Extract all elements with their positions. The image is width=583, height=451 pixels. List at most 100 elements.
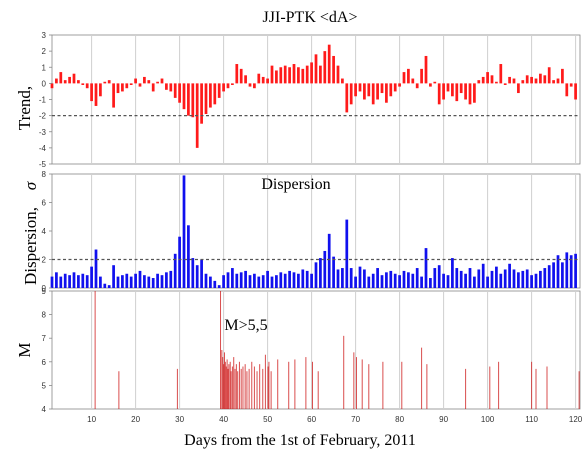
trend-bar (165, 83, 168, 90)
trend-bar (99, 83, 102, 97)
trend-bar (407, 68, 410, 84)
dispersion-bar (94, 249, 98, 288)
dispersion-bar (468, 268, 472, 288)
dispersion-bar (327, 233, 331, 288)
trend-bar (173, 83, 177, 98)
trend-bar (512, 78, 516, 84)
dispersion-bar (239, 272, 243, 288)
dispersion-bar (209, 276, 212, 288)
dispersion-bar (169, 270, 173, 288)
trend-bar (178, 83, 181, 103)
dispersion-bar (398, 275, 401, 288)
trend-bar (385, 83, 388, 103)
dispersion-bar (561, 262, 564, 288)
trend-bar (288, 67, 291, 84)
x-tick-label: 60 (307, 415, 316, 424)
trend-bar (182, 83, 186, 110)
trend-y-tick-label: 1 (42, 63, 47, 72)
trend-bar (244, 75, 247, 84)
dispersion-bar (305, 270, 309, 288)
dispersion-bar (508, 263, 511, 288)
dispersion-y-label-sigma: σ (21, 181, 40, 190)
dispersion-y-ticks: 8 6 4 2 0 (42, 170, 52, 293)
trend-bar (226, 83, 230, 89)
trend-bar (292, 64, 296, 84)
trend-bar (169, 83, 173, 92)
x-axis-label: Days from the 1st of February, 2011 (184, 432, 416, 449)
dispersion-bar (354, 276, 357, 288)
trend-y-tick-label: 2 (42, 47, 47, 56)
dispersion-bar (187, 225, 190, 288)
x-tick-label: 20 (131, 415, 140, 424)
trend-bar (121, 83, 124, 92)
dispersion-bar (503, 269, 507, 288)
dispersion-bar (481, 263, 485, 288)
dispersion-bar (226, 272, 230, 288)
trend-bar (319, 65, 322, 84)
dispersion-bar (477, 269, 481, 288)
trend-bar (72, 73, 76, 84)
dispersion-bar (261, 275, 265, 288)
dispersion-bar (451, 258, 454, 288)
trend-bar (468, 83, 472, 105)
trend-bar (561, 68, 564, 84)
dispersion-bar (222, 275, 225, 288)
trend-bar (363, 83, 366, 100)
x-tick-label: 110 (525, 415, 538, 424)
dispersion-y-label-group: Dispersion, σ (21, 181, 40, 285)
trend-bar (552, 80, 555, 84)
dispersion-bar (77, 275, 80, 288)
trend-bar (547, 67, 551, 84)
dispersion-bar (473, 276, 476, 288)
trend-bars (50, 44, 577, 148)
dispersion-bar (517, 272, 520, 288)
trend-bar (59, 72, 63, 84)
magnitude-y-tick-label: 4 (42, 405, 47, 414)
dispersion-bar (72, 272, 76, 288)
dispersion-bar (81, 273, 85, 288)
trend-bar (446, 83, 450, 92)
dispersion-bar (336, 269, 340, 288)
dispersion-bar (182, 175, 186, 288)
x-tick-label: 70 (351, 415, 360, 424)
dispersion-bar (121, 275, 124, 288)
trend-bar (55, 78, 58, 84)
x-tick-label: 80 (395, 415, 404, 424)
dispersion-bar (380, 275, 384, 288)
dispersion-y-tick-label: 6 (42, 199, 47, 208)
dispersion-bar (288, 270, 291, 288)
dispersion-bar (297, 273, 300, 288)
trend-bar (235, 64, 239, 84)
trend-bar (248, 83, 252, 87)
dispersion-bar (68, 275, 71, 288)
dispersion-bar (530, 275, 533, 288)
dispersion-bar (442, 273, 445, 288)
dispersion-bar (90, 266, 93, 288)
magnitude-y-tick-label: 5 (42, 381, 47, 390)
dispersion-bar (63, 273, 67, 288)
magnitude-plot-area (51, 290, 581, 410)
dispersion-bar (495, 266, 498, 288)
dispersion-bar (85, 275, 89, 288)
dispersion-bar (376, 268, 379, 288)
dispersion-bar (490, 270, 494, 288)
dispersion-bar (420, 276, 423, 288)
trend-y-tick-label: -4 (39, 144, 47, 153)
dispersion-y-tick-label: 8 (42, 170, 47, 179)
dispersion-bar (248, 275, 252, 288)
trend-bar (376, 83, 379, 100)
trend-bar (486, 72, 489, 84)
magnitude-y-ticks: 9 8 7 6 5 4 (42, 287, 52, 414)
magnitude-y-tick-label: 8 (42, 311, 47, 320)
dispersion-bar (424, 248, 428, 288)
dispersion-bar (486, 276, 489, 288)
x-tick-label: 50 (263, 415, 272, 424)
dispersion-bar (231, 268, 234, 288)
dispersion-bar (301, 269, 305, 288)
dispersion-bar (257, 276, 261, 288)
dispersion-grid (91, 174, 577, 288)
trend-bar (68, 76, 71, 84)
trend-bar (517, 83, 520, 94)
trend-bar (217, 83, 221, 98)
